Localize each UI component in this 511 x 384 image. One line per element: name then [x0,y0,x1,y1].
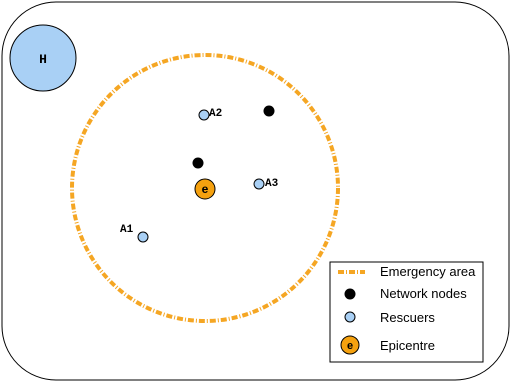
orange-e-icon [340,335,360,355]
epicentre-marker: e [194,178,216,200]
legend: Emergency area Network nodes Rescuers e … [329,261,484,363]
rescuer-a2: A2 [198,108,222,121]
network-node [192,157,204,169]
legend-label-epicentre: Epicentre [380,338,435,353]
headquarters-label: H [39,52,47,67]
network-node [263,105,275,117]
headquarters-node: H [9,24,77,92]
legend-epicentre-symbol: e [347,340,353,352]
legend-label-rescuers: Rescuers [380,310,435,325]
legend-label-network-nodes: Network nodes [380,286,467,301]
rescuer-label: A3 [265,178,279,190]
epicentre-symbol: e [202,182,209,196]
black-dot-icon [344,288,356,300]
emergency-area-circle [70,53,340,323]
rescuer-a3: A3 [253,178,279,190]
legend-label-emergency-area: Emergency area [380,264,476,279]
rescuer-a1: A1 [120,224,149,243]
rescuer-label: A2 [209,108,222,120]
rescuer-label: A1 [120,224,134,236]
blue-circle-icon [344,311,356,323]
